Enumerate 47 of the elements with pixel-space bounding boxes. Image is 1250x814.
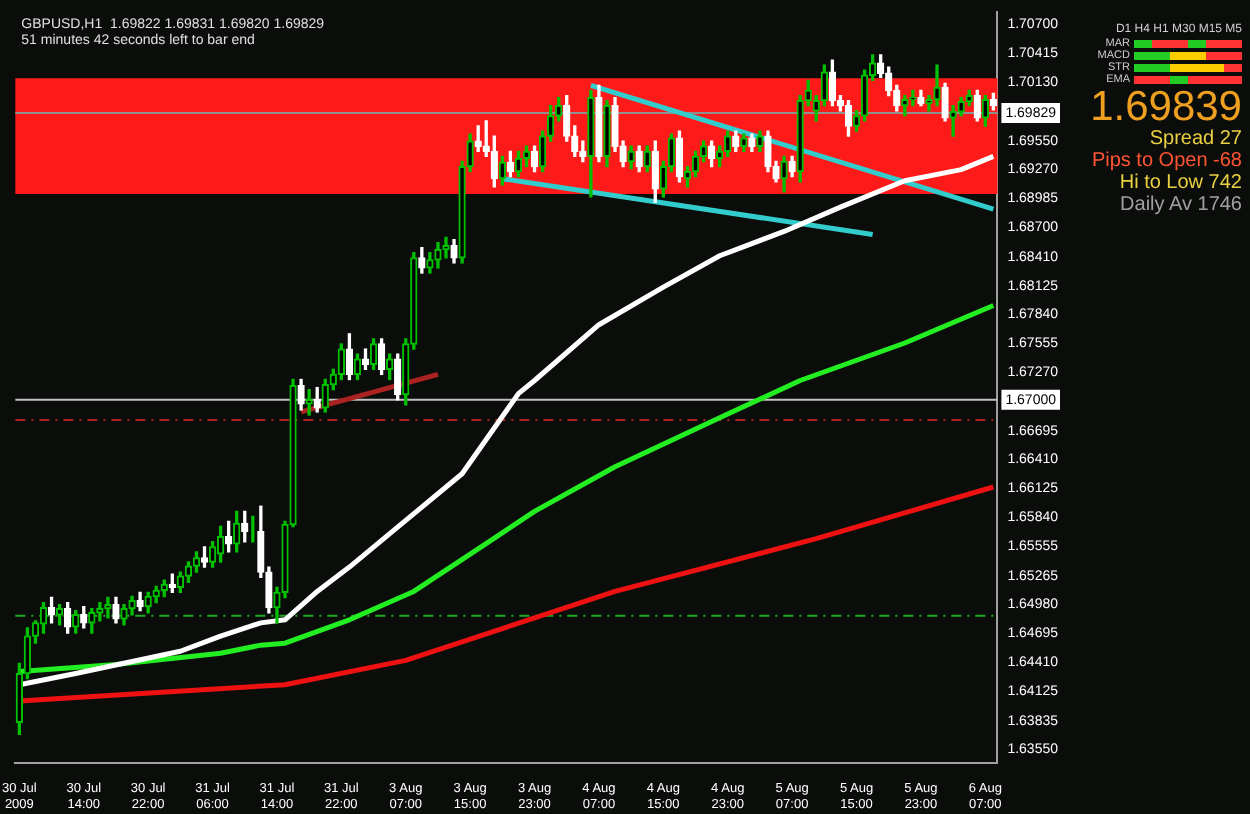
text: 1.69839 xyxy=(1090,83,1242,130)
candlestick xyxy=(627,145,635,170)
candlestick xyxy=(603,99,611,168)
candlestick xyxy=(418,247,426,274)
candlestick xyxy=(796,94,804,183)
candlestick xyxy=(844,99,853,137)
text: Pips to Open -68 xyxy=(1090,149,1242,172)
candlestick xyxy=(595,84,603,163)
candlestick xyxy=(949,105,957,137)
candlestick xyxy=(80,605,88,629)
candlestick xyxy=(112,596,120,624)
text: Daily Av 1746 xyxy=(1118,193,1242,216)
candlestick xyxy=(72,610,80,634)
candlestick xyxy=(973,89,981,122)
candlestick xyxy=(136,591,144,612)
candlestick xyxy=(587,89,595,198)
candlestick xyxy=(788,155,796,178)
candlestick xyxy=(933,64,941,107)
candlestick xyxy=(88,608,96,634)
candlestick xyxy=(64,601,72,634)
candlestick xyxy=(144,591,152,614)
candlestick xyxy=(981,94,989,127)
candlestick xyxy=(756,130,764,152)
candlestick xyxy=(369,338,378,371)
candlestick xyxy=(216,525,225,563)
candlestick xyxy=(909,89,917,107)
candlestick xyxy=(675,130,684,183)
candlestick xyxy=(321,378,329,413)
candlestick xyxy=(297,378,305,411)
candlestick xyxy=(200,546,209,568)
candlestick xyxy=(377,338,386,376)
candlestick xyxy=(917,89,925,107)
candlestick xyxy=(732,130,740,152)
candlestick xyxy=(168,573,176,594)
text: Spread 27 xyxy=(1147,127,1242,150)
candlestick xyxy=(434,241,442,269)
candlestick xyxy=(120,603,128,626)
candlestick xyxy=(724,130,732,158)
candlestick xyxy=(748,133,756,152)
candlestick xyxy=(313,386,321,413)
candlestick xyxy=(740,133,748,152)
candlestick xyxy=(780,155,788,193)
candlestick xyxy=(450,238,458,264)
text: Hi to Low 742 xyxy=(1117,171,1242,194)
candlestick xyxy=(941,82,949,122)
candlestick xyxy=(345,333,354,381)
candlestick xyxy=(651,140,659,203)
